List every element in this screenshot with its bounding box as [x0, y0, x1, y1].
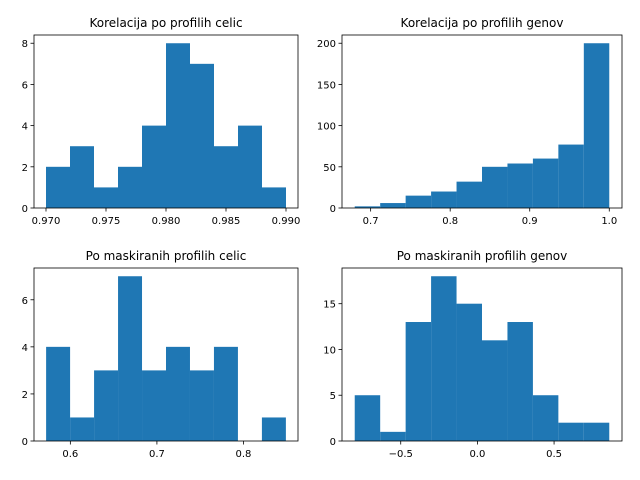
- bar: [70, 417, 95, 441]
- y-tick-label: 2: [22, 163, 28, 174]
- x-tick-label: 0.8: [442, 216, 458, 227]
- y-tick-label: 5: [330, 391, 336, 402]
- bar: [431, 191, 457, 208]
- bar: [262, 187, 286, 208]
- x-tick-label: 0.5: [546, 449, 562, 460]
- bar: [583, 43, 610, 208]
- bar: [46, 346, 71, 441]
- bar: [213, 346, 238, 441]
- bar: [558, 144, 584, 208]
- bar: [532, 158, 559, 208]
- x-tick-label: −0.5: [389, 449, 413, 460]
- bar: [238, 125, 262, 208]
- axes-frame: [341, 267, 623, 442]
- x-tick-label: 1.0: [601, 216, 617, 227]
- bar: [507, 163, 533, 208]
- bar: [190, 63, 214, 209]
- bar: [166, 43, 190, 208]
- chart-title: Po maskiranih profilih celic: [86, 249, 247, 263]
- bar: [142, 370, 166, 441]
- bar: [214, 146, 238, 208]
- bar: [558, 422, 584, 441]
- bar: [507, 322, 533, 441]
- bar: [405, 195, 432, 208]
- y-tick-label: 4: [22, 122, 28, 133]
- y-tick-label: 50: [323, 163, 336, 174]
- bar: [118, 166, 142, 208]
- chart-title: Korelacija po profilih genov: [401, 16, 564, 30]
- bar: [380, 431, 406, 441]
- axes-frame: [33, 267, 299, 442]
- x-tick-label: 0.9: [522, 216, 538, 227]
- x-tick-label: 0.6: [62, 449, 78, 460]
- bar: [261, 417, 286, 441]
- bar: [431, 276, 457, 441]
- y-tick-label: 4: [22, 343, 28, 354]
- bar: [583, 422, 610, 441]
- y-tick-label: 2: [22, 390, 28, 401]
- x-tick-label: 0.980: [152, 216, 181, 227]
- bar: [482, 340, 508, 441]
- y-tick-label: 0: [22, 437, 28, 448]
- bar: [354, 206, 381, 208]
- y-tick-label: 100: [317, 122, 336, 133]
- y-tick-label: 0: [330, 204, 336, 215]
- y-tick-label: 8: [22, 39, 28, 50]
- bar: [46, 166, 70, 208]
- y-tick-label: 0: [22, 204, 28, 215]
- bar: [380, 203, 406, 208]
- bar: [118, 276, 143, 441]
- x-tick-label: 0.7: [149, 449, 165, 460]
- x-tick-label: 0.8: [236, 449, 252, 460]
- bar: [142, 125, 166, 208]
- bar: [166, 346, 190, 441]
- y-tick-label: 6: [22, 296, 28, 307]
- bar: [456, 303, 482, 441]
- y-tick-label: 200: [317, 39, 336, 50]
- x-tick-label: 0.985: [212, 216, 241, 227]
- x-tick-label: 0.970: [32, 216, 61, 227]
- chart-title: Korelacija po profilih celic: [89, 16, 242, 30]
- bar: [405, 322, 432, 441]
- x-tick-label: 0.7: [363, 216, 379, 227]
- x-tick-label: 0.0: [469, 449, 485, 460]
- y-tick-label: 6: [22, 80, 28, 91]
- bar: [94, 370, 119, 441]
- bar: [94, 187, 118, 208]
- bar: [482, 166, 508, 208]
- x-tick-label: 0.975: [92, 216, 121, 227]
- bar: [532, 395, 559, 441]
- bar: [70, 146, 94, 208]
- y-tick-label: 10: [323, 345, 336, 356]
- bar: [456, 181, 482, 208]
- bar: [354, 395, 381, 441]
- chart-title: Po maskiranih profilih genov: [397, 249, 568, 263]
- y-tick-label: 15: [323, 300, 336, 311]
- y-tick-label: 0: [330, 437, 336, 448]
- x-tick-label: 0.990: [272, 216, 301, 227]
- axes-frame: [341, 34, 623, 209]
- y-tick-label: 150: [317, 80, 336, 91]
- bar: [189, 370, 214, 441]
